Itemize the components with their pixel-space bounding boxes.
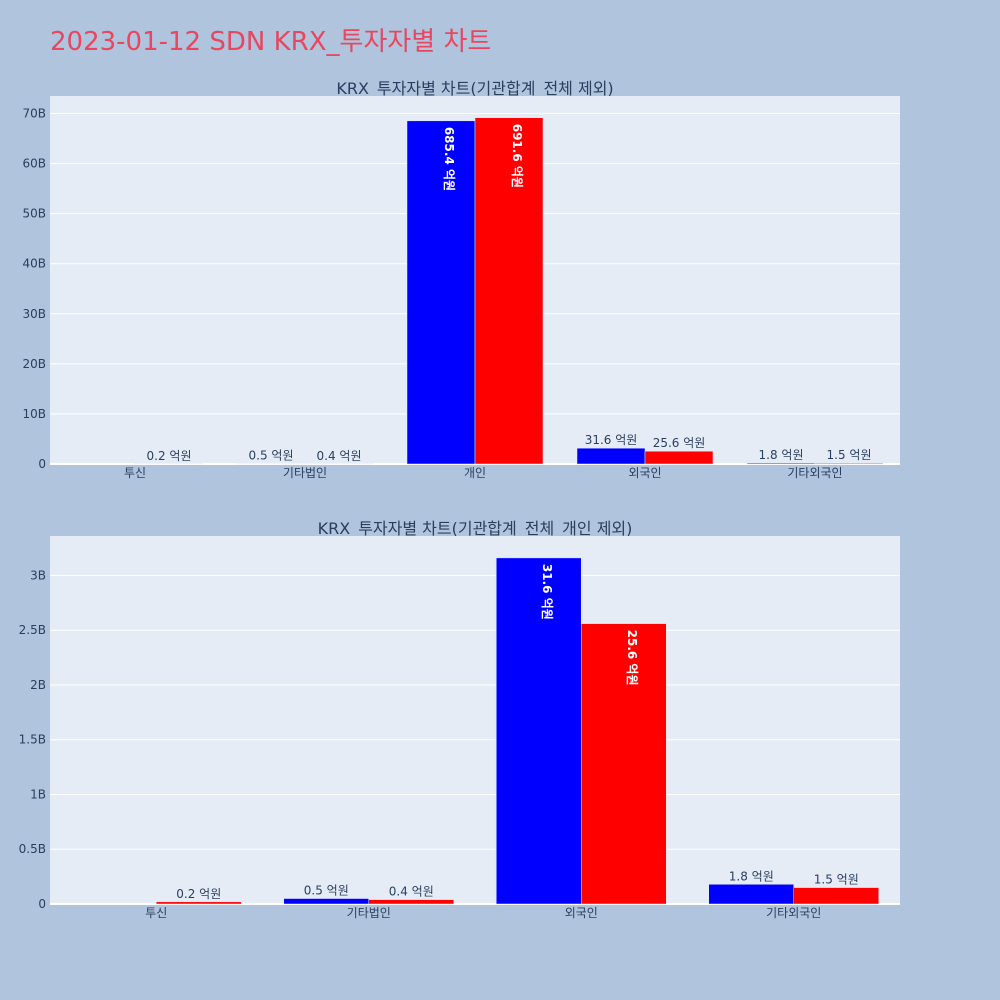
data-label: 1.5 억원 [814, 873, 859, 887]
bar [283, 898, 369, 905]
data-label: 685.4 억원 [442, 127, 456, 191]
bar [406, 120, 476, 465]
y-tick-label: 50B [22, 207, 46, 221]
chart-title: KRX_투자자별 차트(기관합계_전체_개인 제외) [318, 519, 633, 539]
y-tick-label: 1B [30, 787, 46, 801]
y-tick-label: 1.5B [19, 733, 46, 747]
data-label: 1.8 억원 [729, 869, 774, 883]
data-label: 31.6 억원 [540, 564, 554, 620]
bar [368, 899, 454, 905]
bar [576, 447, 646, 465]
bar [581, 623, 667, 905]
data-label: 0.5 억원 [249, 449, 294, 463]
y-tick-label: 20B [22, 357, 46, 371]
x-tick-label: 기타법인 [283, 466, 327, 480]
chart-title: KRX_투자자별 차트(기관합계_전체 제외) [336, 79, 613, 99]
bar [496, 557, 582, 905]
data-label: 25.6 억원 [653, 436, 706, 450]
data-label: 0.2 억원 [176, 887, 221, 901]
x-tick-label: 외국인 [565, 906, 598, 920]
y-tick-label: 2B [30, 678, 46, 692]
bar [708, 884, 794, 905]
bar [814, 462, 884, 465]
y-tick-label: 10B [22, 407, 46, 421]
y-tick-label: 60B [22, 157, 46, 171]
y-tick-label: 0 [38, 457, 46, 471]
y-tick-label: 2.5B [19, 623, 46, 637]
data-label: 0.2 억원 [147, 449, 192, 463]
bar [474, 117, 544, 465]
data-label: 0.4 억원 [389, 885, 434, 899]
data-label: 1.8 억원 [759, 448, 804, 462]
data-label: 25.6 억원 [625, 630, 639, 686]
data-label: 1.5 억원 [827, 448, 872, 462]
x-tick-label: 투신 [145, 906, 167, 920]
x-tick-label: 개인 [464, 466, 486, 480]
bar [156, 901, 242, 905]
y-tick-label: 40B [22, 257, 46, 271]
bar [793, 887, 879, 905]
y-tick-label: 3B [30, 568, 46, 582]
y-tick-label: 0.5B [19, 842, 46, 856]
x-tick-label: 투신 [124, 466, 146, 480]
data-label: 31.6 억원 [585, 433, 638, 447]
chart-all-investors: KRX_투자자별 차트(기관합계_전체 제외) 0 10B 20B 30B 40B 50B 6… [22, 79, 900, 480]
page-title: 2023-01-12 SDN KRX_투자자별 차트 [50, 27, 491, 57]
data-label: 0.5 억원 [304, 884, 349, 898]
bar [746, 462, 816, 465]
x-tick-label: 외국인 [628, 466, 661, 480]
x-tick-label: 기타법인 [347, 906, 391, 920]
y-tick-label: 70B [22, 107, 46, 121]
data-label: 0.4 억원 [317, 449, 362, 463]
y-tick-label: 30B [22, 307, 46, 321]
plot-area [50, 536, 900, 904]
x-tick-label: 기타외국인 [766, 906, 821, 920]
x-tick-label: 기타외국인 [787, 466, 842, 480]
bar [644, 450, 714, 465]
y-tick-label: 0 [38, 897, 46, 911]
chart-excluding-individual: KRX_투자자별 차트(기관합계_전체_개인 제외) 0 0.5B 1B 1.5B 2B 2… [19, 519, 900, 920]
data-label: 691.6 억원 [510, 124, 524, 188]
